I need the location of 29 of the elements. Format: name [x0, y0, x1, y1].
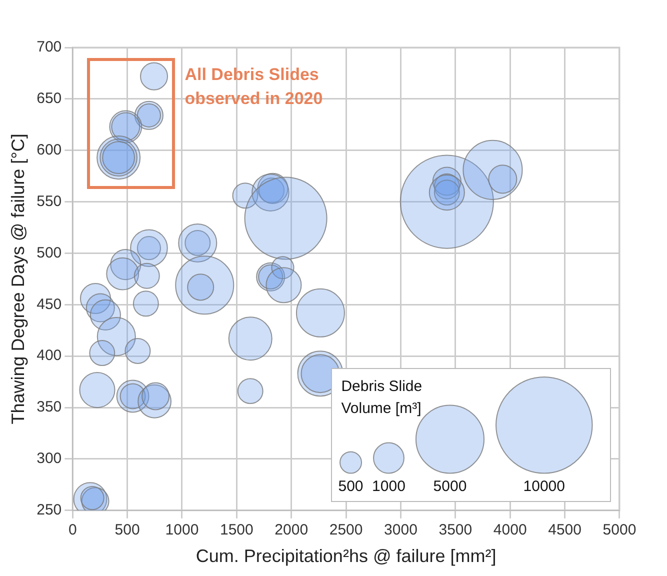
y-tick-label: 300	[36, 450, 62, 468]
y-tick-label: 450	[36, 296, 62, 313]
x-axis-title: Cum. Precipitation²hs @ failure [mm²]	[196, 546, 496, 566]
x-tick-label: 5000	[602, 522, 636, 539]
y-tick-label: 500	[36, 244, 62, 262]
legend-label: 1000	[372, 478, 406, 495]
y-tick-label: 400	[36, 347, 62, 364]
x-tick-label: 500	[114, 522, 140, 539]
x-tick-label: 2000	[274, 522, 308, 539]
legend-label: 5000	[433, 478, 466, 495]
legend-title: Debris Slide Volume [m³]	[341, 377, 422, 420]
y-tick-label: 600	[36, 142, 62, 159]
x-tick-label: 4500	[548, 522, 582, 539]
legend-label: 500	[338, 478, 363, 495]
y-tick-label: 700	[36, 38, 62, 56]
x-tick-label: 3500	[438, 522, 472, 539]
x-tick-label: 0	[68, 522, 77, 539]
y-tick-label: 650	[36, 90, 62, 108]
legend-label: 10000	[523, 478, 565, 495]
x-tick-label: 3000	[384, 522, 418, 539]
annotation: All Debris Slides observed in 2020	[184, 65, 323, 108]
y-tick-label: 250	[36, 502, 62, 519]
x-tick-label: 1000	[165, 522, 199, 539]
x-tick-label: 1500	[220, 522, 254, 539]
x-tick-label: 2500	[329, 522, 363, 539]
x-tick-label: 4000	[493, 522, 527, 539]
y-axis-title: Thawing Degree Days @ failure [°C]	[8, 134, 28, 424]
y-tick-label: 550	[36, 192, 62, 210]
y-tick-label: 350	[36, 398, 62, 416]
